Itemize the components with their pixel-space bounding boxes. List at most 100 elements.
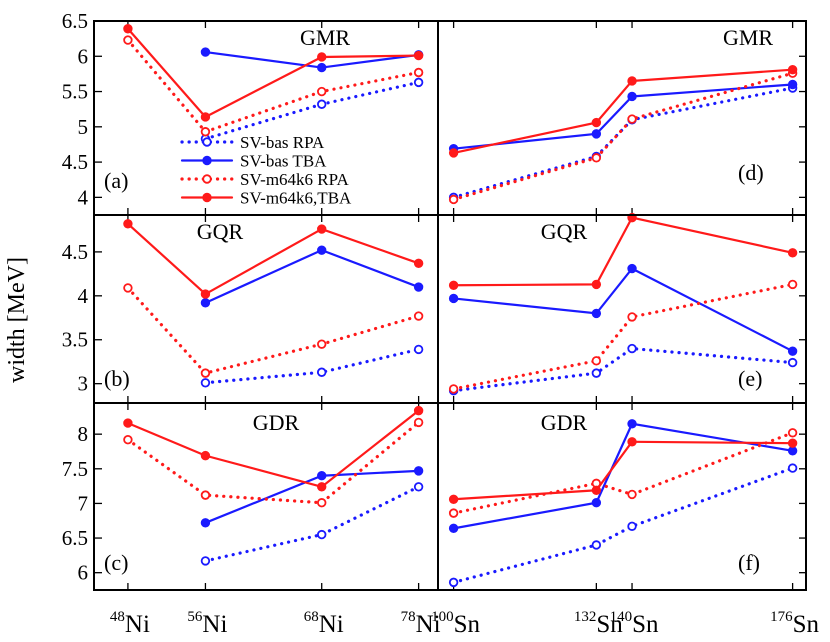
data-point <box>787 64 798 75</box>
data-point <box>787 463 798 473</box>
data-point <box>317 224 327 234</box>
series-line <box>126 222 420 296</box>
data-point <box>591 540 602 550</box>
y-tick-label: 4 <box>78 284 89 308</box>
data-point <box>317 367 327 377</box>
data-point <box>627 312 637 322</box>
data-point <box>627 437 637 447</box>
element-symbol: Ni <box>319 611 344 638</box>
series-line <box>452 440 794 501</box>
panel-label: (c) <box>104 550 128 575</box>
panels-layer: 4 4.5 5 5.5 6 6.5 GMR (a) GMR (d) 3 3.5 4 4.5 GQR (b) GQ… <box>62 9 820 638</box>
data-point <box>317 339 327 349</box>
series-line <box>452 431 795 515</box>
panel-title: GQR <box>197 219 244 244</box>
data-point <box>123 283 133 293</box>
data-point <box>591 153 602 163</box>
data-point <box>591 498 602 508</box>
data-point <box>200 490 211 500</box>
data-point <box>787 248 798 258</box>
series-line <box>126 286 421 375</box>
data-point <box>448 577 459 588</box>
x-tick-label: 132Sn <box>574 609 623 638</box>
legend-marker <box>202 137 212 147</box>
data-point <box>317 529 327 540</box>
data-point <box>627 263 637 274</box>
series-line <box>126 38 421 134</box>
y-tick-label: 4.5 <box>62 150 88 174</box>
data-point <box>787 357 798 368</box>
data-point <box>448 384 459 394</box>
mass-number: 68 <box>304 609 319 625</box>
series-line <box>452 83 794 150</box>
series-line <box>452 216 794 287</box>
data-point <box>200 368 211 378</box>
y-tick-label: 6.5 <box>62 526 88 550</box>
data-point <box>317 245 327 255</box>
y-tick-label: 3.5 <box>62 328 88 352</box>
mass-number: 56 <box>187 609 203 625</box>
element-symbol: Sn <box>793 611 820 638</box>
data-point <box>123 24 133 34</box>
series-line <box>203 347 421 385</box>
data-point <box>413 77 424 88</box>
data-point <box>448 280 459 290</box>
data-point <box>317 86 327 97</box>
y-tick-label: 6.5 <box>62 9 88 33</box>
data-point <box>448 494 459 504</box>
data-point <box>200 450 211 461</box>
data-point <box>591 485 602 495</box>
series-line <box>452 346 795 393</box>
data-point <box>787 346 798 356</box>
data-point <box>413 282 424 292</box>
data-point <box>627 91 637 102</box>
data-point <box>200 289 211 299</box>
data-point <box>200 47 211 57</box>
data-point <box>317 52 327 62</box>
y-tick-label: 5 <box>78 115 89 139</box>
mass-number: 78 <box>401 609 416 625</box>
data-point <box>123 219 133 229</box>
panel-title: GDR <box>541 410 588 435</box>
data-point <box>200 378 211 388</box>
panel-label: (f) <box>738 550 760 575</box>
y-tick-label: 6 <box>78 44 89 68</box>
y-tick-label: 8 <box>78 422 89 446</box>
data-point <box>448 293 459 304</box>
panel-title: GMR <box>300 25 350 50</box>
data-point <box>787 428 798 438</box>
data-point <box>200 556 211 566</box>
legend-marker <box>202 174 212 184</box>
series-line <box>452 422 794 530</box>
data-point <box>413 482 424 492</box>
series-line <box>452 282 795 391</box>
element-symbol: Sn <box>596 611 623 638</box>
element-symbol: Ni <box>416 611 441 638</box>
data-point <box>200 298 211 308</box>
panel-e: GQR (e) <box>448 212 806 403</box>
data-point <box>317 471 327 481</box>
data-point <box>591 129 602 139</box>
data-point <box>413 258 424 269</box>
data-point <box>123 35 133 45</box>
data-point <box>627 343 637 354</box>
data-point <box>317 498 327 508</box>
legend-label: SV-bas TBA <box>240 152 327 171</box>
panel-c: 66.577.58 GDR(c)48Ni 56Ni 68Ni 78Ni <box>62 403 441 638</box>
data-point <box>627 76 637 86</box>
data-point <box>591 117 602 128</box>
frame-layer <box>93 20 807 591</box>
data-point <box>448 523 459 534</box>
y-tick-label: 5.5 <box>62 80 88 104</box>
data-point <box>413 344 424 355</box>
y-tick-label: 4.5 <box>62 240 88 264</box>
x-tick-label: 48Ni <box>110 609 150 638</box>
panel-title: GDR <box>253 410 300 435</box>
data-point <box>591 356 602 366</box>
panel-label: (b) <box>104 366 130 391</box>
mass-number: 176 <box>770 609 793 625</box>
data-point <box>591 308 602 319</box>
data-point <box>627 114 637 124</box>
